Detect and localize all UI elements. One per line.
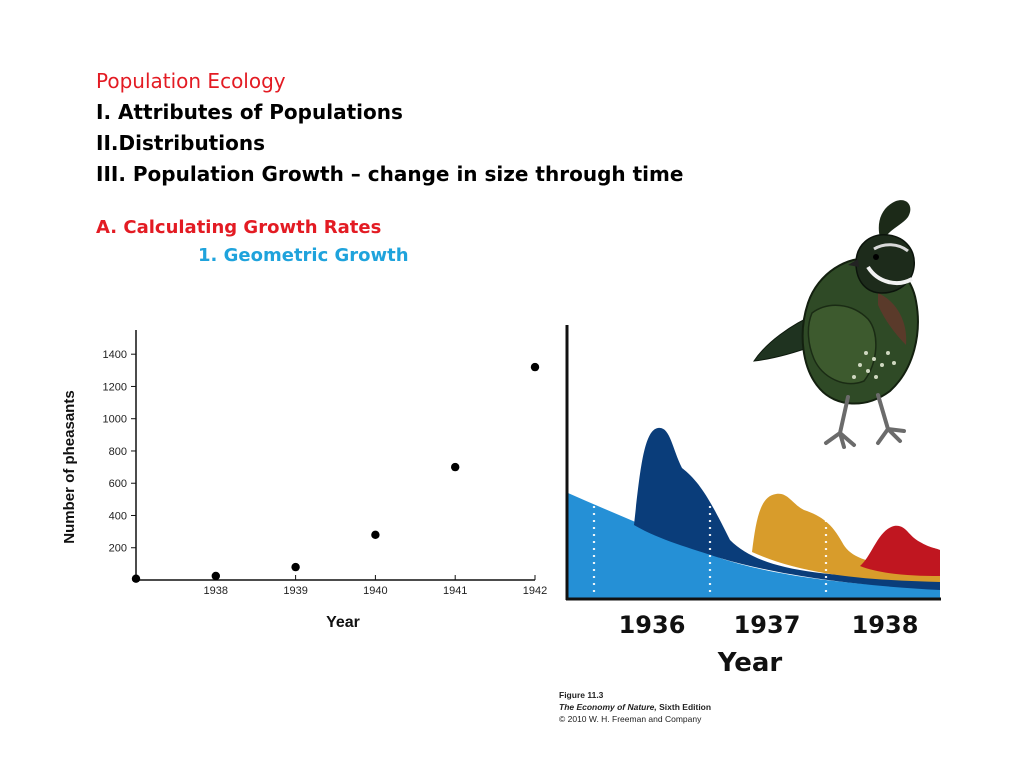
figure-number: Figure 11.3 [559, 690, 604, 700]
scatter-y-tick-label: 800 [109, 446, 127, 458]
area-x-axis-label: Year [717, 648, 783, 678]
quail-growth-area-chart: 1936 1937 1938 Year [565, 325, 941, 678]
scatter-x-tick-label: 1938 [204, 585, 228, 597]
scatter-x-tick-label: 1939 [283, 585, 307, 597]
figure-book-edition: Sixth Edition [656, 702, 712, 712]
figure-caption: Figure 11.3 The Economy of Nature, Sixth… [559, 689, 711, 725]
slide-heading: Population Ecology [96, 69, 286, 93]
scatter-y-tick-label: 1000 [103, 414, 127, 426]
scatter-x-axis-label: Year [326, 614, 360, 631]
scatter-y-tick-label: 1400 [103, 349, 127, 361]
scatter-y-tick-label: 600 [109, 478, 127, 490]
figure-copyright: © 2010 W. H. Freeman and Company [559, 714, 702, 724]
scatter-y-tick-label: 1200 [103, 381, 127, 393]
scatter-x-tick-label: 1941 [443, 585, 467, 597]
area-category-label: 1937 [734, 611, 801, 639]
area-series-gold [752, 493, 940, 582]
scatter-y-tick-label: 200 [109, 543, 127, 555]
subsection-heading: 1. Geometric Growth [198, 245, 409, 266]
pheasant-scatter-chart: 200 400 600 800 1000 1200 1400 1938 1939 1940 194… [61, 330, 547, 631]
title-block: Population Ecology I. Attributes of Popu… [96, 66, 683, 190]
figure-book-title: The Economy of Nature, [559, 702, 657, 712]
scatter-point [211, 571, 220, 581]
area-category-label: 1938 [852, 611, 919, 639]
scatter-point [451, 462, 460, 472]
scatter-point [131, 574, 141, 583]
section-heading: A. Calculating Growth Rates [96, 217, 382, 238]
outline-item-1: I. Attributes of Populations [96, 100, 403, 124]
area-category-label: 1936 [619, 611, 686, 639]
scatter-point [371, 530, 380, 540]
quail-illustration [752, 200, 919, 449]
figure-source: The Economy of Nature, Sixth Edition [559, 701, 711, 713]
scatter-point [291, 562, 300, 572]
outline-item-2: II.Distributions [96, 131, 265, 155]
scatter-x-tick-label: 1940 [363, 585, 387, 597]
outline-item-3: III. Population Growth – change in size … [96, 162, 684, 186]
scatter-y-axis-label: Number of pheasants [61, 390, 78, 543]
area-series-red [860, 525, 940, 576]
area-series-light-blue [568, 493, 940, 598]
scatter-x-tick-label: 1942 [523, 585, 547, 597]
scatter-point [530, 362, 540, 372]
scatter-y-tick-label: 400 [109, 510, 127, 522]
